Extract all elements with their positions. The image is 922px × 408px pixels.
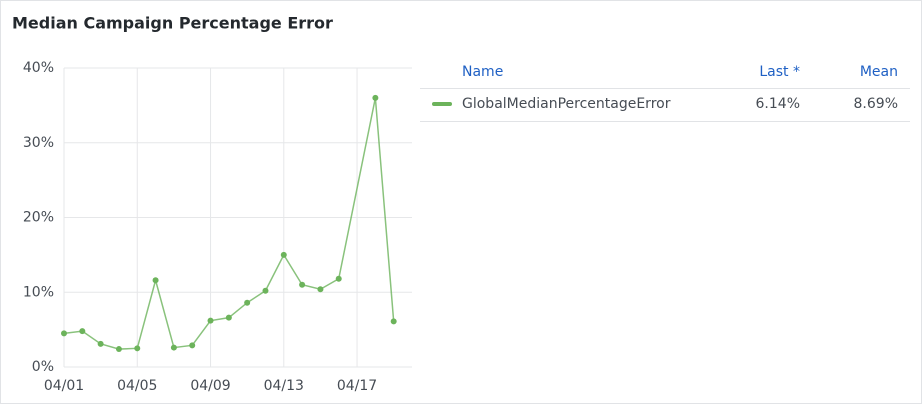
data-point: [170, 344, 177, 351]
data-point: [152, 277, 159, 284]
legend-header[interactable]: Name: [462, 64, 503, 80]
data-point: [115, 346, 122, 353]
y-tick-label: 40%: [23, 60, 54, 76]
y-tick-label: 0%: [32, 359, 54, 375]
data-point: [207, 317, 214, 324]
legend-header[interactable]: Last *: [759, 64, 800, 80]
y-tick-label: 20%: [23, 210, 54, 226]
x-tick-label: 04/13: [264, 378, 304, 394]
y-tick-label: 10%: [23, 284, 54, 300]
data-point: [61, 330, 67, 337]
data-point: [189, 342, 196, 349]
data-point: [317, 286, 324, 293]
x-tick-label: 04/01: [44, 378, 84, 394]
x-tick-label: 04/05: [117, 378, 157, 394]
data-point: [299, 281, 306, 288]
data-point: [134, 345, 141, 352]
legend-mean: 8.69%: [854, 96, 898, 112]
data-point: [390, 318, 397, 325]
data-point: [262, 287, 269, 294]
x-tick-label: 04/17: [337, 378, 377, 394]
data-point: [97, 340, 104, 347]
data-point: [335, 275, 342, 282]
legend-header[interactable]: Mean: [860, 64, 898, 80]
data-point: [225, 314, 232, 321]
data-point: [79, 328, 86, 335]
data-point: [280, 251, 287, 258]
y-tick-label: 30%: [23, 135, 54, 151]
data-point: [372, 94, 379, 101]
data-point: [244, 299, 251, 306]
legend-name[interactable]: GlobalMedianPercentageError: [462, 96, 671, 112]
x-tick-label: 04/09: [190, 378, 230, 394]
panel-title: Median Campaign Percentage Error: [12, 14, 333, 33]
legend-last: 6.14%: [756, 96, 800, 112]
series-line: [63, 97, 395, 350]
